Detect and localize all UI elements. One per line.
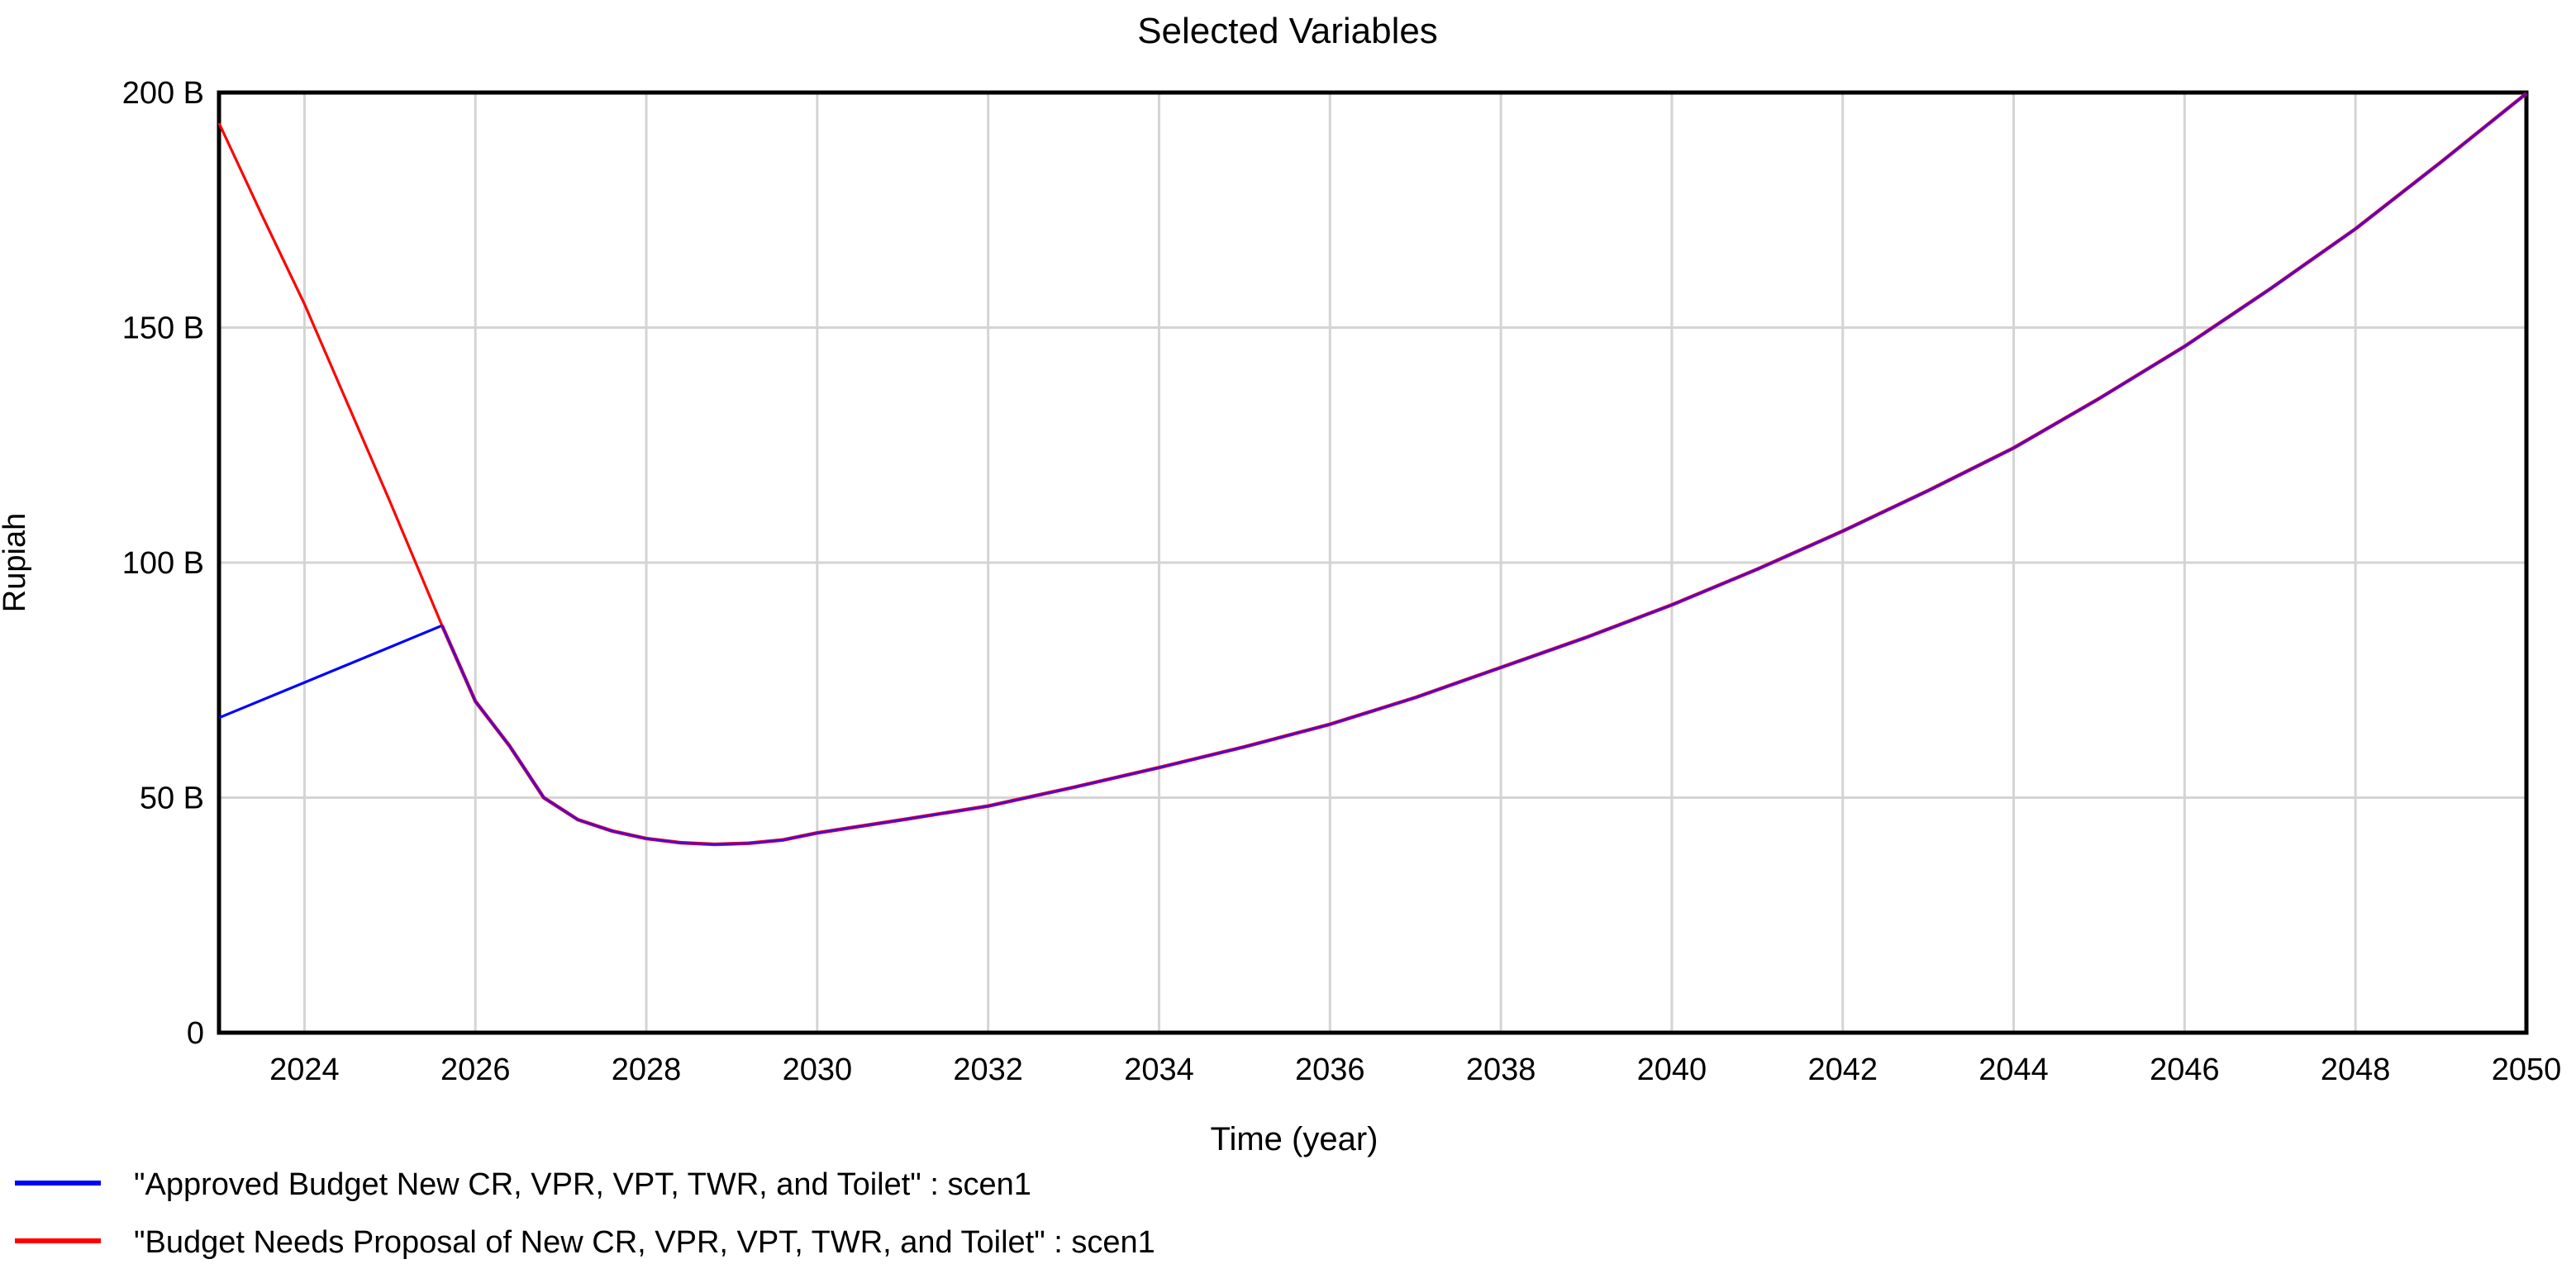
plot-border: [217, 90, 2529, 1035]
x-tick-label: 2040: [1637, 1053, 1707, 1087]
series-path-overlap-under: [440, 92, 2528, 847]
legend-label-budget-needs: "Budget Needs Proposal of New CR, VPR, V…: [134, 1225, 1155, 1260]
y-tick-label: 200 B: [122, 76, 204, 111]
series-path-budget-needs: [217, 122, 444, 626]
x-tick-label: 2050: [2492, 1053, 2562, 1087]
x-tick-label: 2042: [1807, 1053, 1878, 1087]
x-tick-label: 2032: [953, 1053, 1023, 1087]
x-tick-label: 2034: [1124, 1053, 1194, 1087]
y-tick-label: 100 B: [122, 546, 204, 581]
x-tick-label: 2026: [440, 1053, 511, 1087]
legend-entry-approved: "Approved Budget New CR, VPR, VPT, TWR, …: [15, 1167, 1031, 1202]
chart-title: Selected Variables: [1137, 11, 1438, 51]
grid-layer: [219, 93, 2526, 1033]
tick-label-layer: 0 50 B 100 B 150 B 200 B 2024 2026 2028 2030 2032…: [122, 76, 2562, 1087]
x-tick-label: 2024: [269, 1053, 340, 1087]
x-tick-label: 2038: [1466, 1053, 1536, 1087]
x-tick-label: 2030: [783, 1053, 853, 1087]
y-tick-label: 150 B: [122, 311, 204, 346]
series-path-overlap: [440, 93, 2527, 846]
series-path-approved: [218, 624, 443, 720]
y-tick-label: 50 B: [140, 782, 204, 816]
x-axis-title: Time (year): [1211, 1121, 1378, 1157]
y-tick-label: 0: [187, 1016, 204, 1051]
x-tick-label: 2036: [1295, 1053, 1365, 1087]
series-layer: [217, 92, 2528, 847]
legend: "Approved Budget New CR, VPR, VPT, TWR, …: [15, 1167, 1155, 1260]
legend-label-approved: "Approved Budget New CR, VPR, VPT, TWR, …: [134, 1167, 1031, 1202]
x-tick-label: 2048: [2321, 1053, 2391, 1087]
x-tick-label: 2028: [612, 1053, 682, 1087]
x-tick-label: 2044: [1978, 1053, 2049, 1087]
y-axis-title: Rupiah: [0, 513, 32, 612]
x-tick-label: 2046: [2150, 1053, 2220, 1087]
legend-entry-budget-needs: "Budget Needs Proposal of New CR, VPR, V…: [15, 1225, 1155, 1260]
